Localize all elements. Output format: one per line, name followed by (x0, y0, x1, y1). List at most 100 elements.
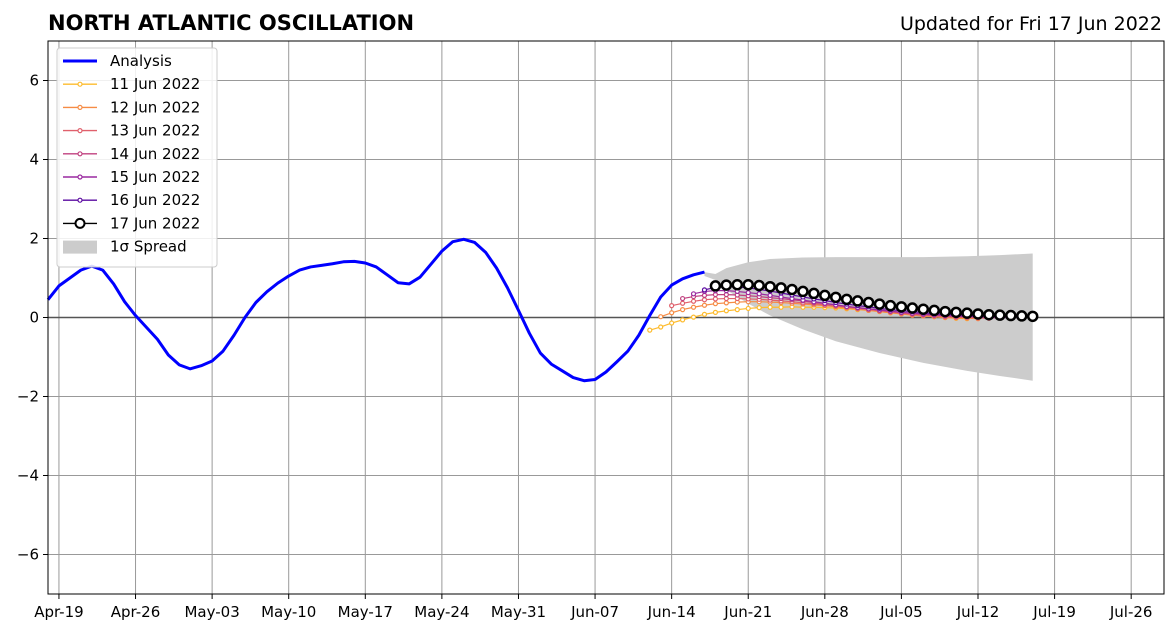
forecast-point (778, 304, 784, 310)
y-tick-label: 0 (29, 309, 39, 327)
forecast-point (895, 301, 908, 313)
forecast-point (701, 297, 708, 303)
legend-marker (74, 217, 86, 229)
forecast-point (756, 305, 762, 311)
forecast-point (775, 282, 787, 294)
forecast-point (658, 314, 664, 320)
legend-marker (77, 174, 83, 180)
y-tick-label: −6 (17, 546, 39, 564)
legend: Analysis 11 Jun 2022 12 Jun 2022 13 Jun 202… (56, 47, 218, 268)
legend-label: 11 Jun 2022 (110, 75, 200, 93)
forecast-point (701, 287, 708, 293)
forecast-point (767, 292, 773, 298)
x-tick-label: Apr-19 (34, 603, 84, 621)
legend-item: 15 Jun 2022 (63, 168, 200, 186)
forecast-point (862, 296, 875, 309)
forecast-point (884, 299, 897, 312)
forecast-point (690, 304, 697, 310)
forecast-point (701, 311, 708, 317)
chart-title: NORTH ATLANTIC OSCILLATION (48, 11, 414, 35)
forecast-point (994, 309, 1006, 321)
legend-item: 14 Jun 2022 (63, 145, 200, 163)
forecast-point (690, 291, 697, 297)
legend-box (56, 47, 218, 268)
forecast-point (764, 280, 776, 293)
x-tick-label: Jul-05 (879, 603, 923, 621)
legend-label: 17 Jun 2022 (110, 214, 200, 232)
legend-item: 17 Jun 2022 (63, 214, 200, 232)
legend-item: Analysis (63, 52, 172, 70)
forecast-point (961, 307, 973, 319)
y-tick-label: −4 (17, 467, 39, 485)
legend-item: 13 Jun 2022 (63, 122, 200, 140)
forecast-point (950, 306, 962, 319)
forecast-point (753, 279, 765, 292)
forecast-point (830, 291, 842, 304)
x-tick-label: Jun-28 (800, 603, 849, 621)
forecast-point (1005, 309, 1017, 322)
legend-label: 13 Jun 2022 (110, 122, 200, 140)
forecast-point (797, 285, 809, 298)
legend-label: 15 Jun 2022 (110, 168, 200, 186)
y-tick-label: 4 (29, 151, 39, 169)
forecast-point (669, 303, 675, 309)
x-axis-ticks: Apr-19 Apr-26 May-03 May-10 May-17 May-24 May-… (34, 594, 1152, 621)
legend-item: 12 Jun 2022 (63, 98, 200, 116)
forecast-point (701, 302, 708, 308)
x-tick-label: Jun-14 (647, 603, 696, 621)
legend-marker (77, 128, 83, 134)
x-tick-label: Apr-26 (111, 603, 161, 621)
legend-marker (77, 197, 83, 203)
forecast-point (906, 302, 919, 314)
forecast-point (679, 317, 686, 323)
forecast-point (720, 279, 733, 291)
forecast-point (647, 327, 653, 333)
forecast-point (808, 287, 820, 300)
forecast-point (712, 301, 719, 307)
forecast-point (723, 300, 729, 306)
forecast-point (819, 289, 831, 302)
forecast-series (647, 278, 1039, 333)
legend-label: 12 Jun 2022 (110, 98, 200, 116)
forecast-point (712, 309, 719, 315)
forecast-point (712, 296, 719, 302)
updated-label: Updated for Fri 17 Jun 2022 (900, 13, 1162, 35)
forecast-point (786, 283, 798, 296)
legend-label: 16 Jun 2022 (110, 191, 200, 209)
forecast-point (658, 324, 664, 330)
forecast-point (756, 291, 762, 297)
forecast-point (840, 293, 853, 306)
y-tick-label: −2 (17, 388, 39, 406)
x-tick-label: Jul-12 (956, 603, 1000, 621)
x-tick-label: May-03 (184, 603, 239, 621)
legend-marker (77, 81, 83, 87)
x-tick-label: May-31 (491, 603, 546, 621)
analysis-line (46, 237, 705, 383)
legend-label: 14 Jun 2022 (110, 145, 200, 163)
forecast-point (745, 290, 751, 296)
legend-marker (77, 104, 83, 111)
forecast-point (731, 278, 744, 291)
forecast-point (851, 295, 864, 307)
forecast-point (767, 304, 773, 310)
forecast-point (745, 305, 751, 312)
x-tick-label: May-17 (338, 603, 393, 621)
x-tick-label: Jun-21 (723, 603, 772, 621)
forecast-point (917, 303, 930, 315)
x-tick-label: May-10 (261, 603, 316, 621)
forecast-point (1016, 310, 1028, 322)
forecast-point (742, 278, 754, 291)
analysis-series (46, 237, 705, 383)
y-axis-ticks: −6 −4 −2 0 2 4 6 (17, 72, 48, 564)
forecast-point (679, 300, 686, 306)
forecast-point (723, 308, 729, 314)
forecast-point (939, 305, 951, 318)
legend-item: 11 Jun 2022 (63, 75, 200, 93)
forecast-point (972, 308, 984, 320)
forecast-point (1026, 310, 1039, 323)
legend-item: 16 Jun 2022 (63, 191, 200, 209)
forecast-point (928, 304, 940, 317)
forecast-point (690, 298, 697, 304)
forecast-point (669, 310, 675, 316)
forecast-point (983, 308, 995, 321)
